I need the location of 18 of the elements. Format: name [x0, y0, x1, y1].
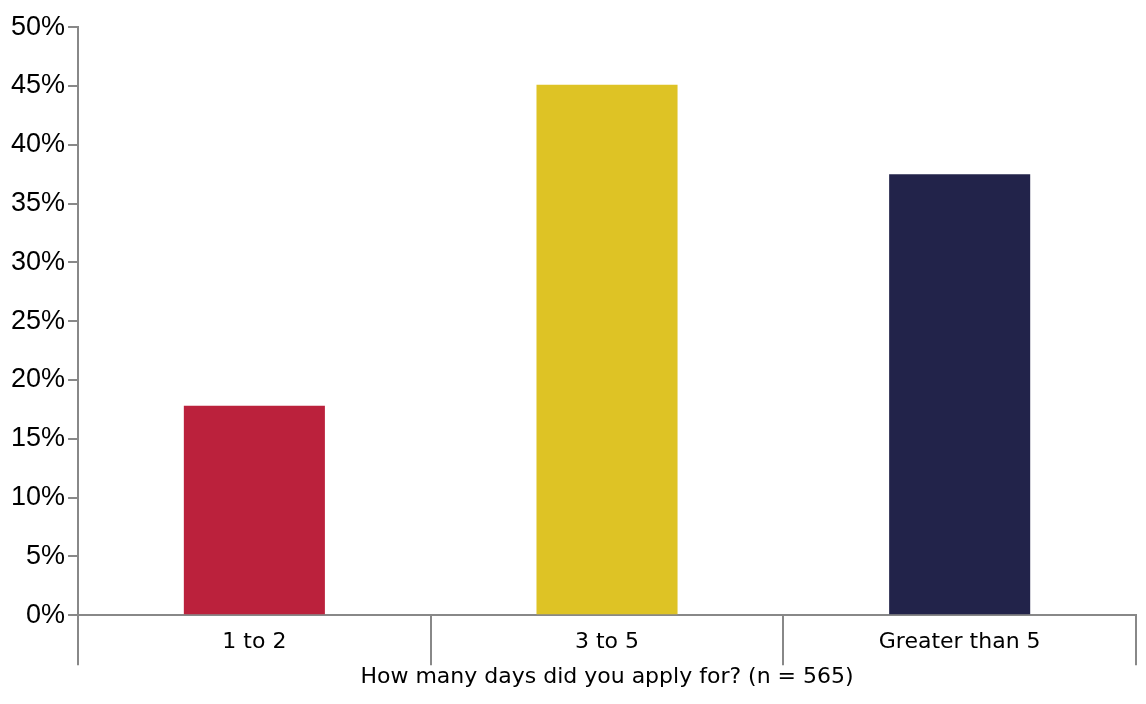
y-tick-label: 15% [10, 422, 66, 453]
x-axis-title: How many days did you apply for? (n = 565) [360, 662, 854, 688]
y-tick-label: 40% [10, 128, 66, 159]
y-tick-label: 50% [10, 10, 66, 41]
x-tick-label: 3 to 5 [574, 628, 640, 654]
y-tick-label: 10% [10, 481, 66, 512]
y-tick-label: 20% [10, 363, 66, 394]
x-tick-label: Greater than 5 [878, 628, 1041, 654]
y-tick-label: 25% [10, 304, 66, 335]
bar [536, 84, 678, 615]
y-tick-label: 30% [10, 245, 66, 276]
bar [889, 174, 1031, 615]
bar [183, 405, 325, 615]
y-tick-label: 5% [26, 539, 66, 570]
y-tick-label: 45% [10, 69, 66, 100]
x-tick-label: 1 to 2 [222, 628, 287, 654]
y-tick-label: 35% [10, 187, 66, 218]
y-tick-label: 0% [26, 598, 66, 629]
